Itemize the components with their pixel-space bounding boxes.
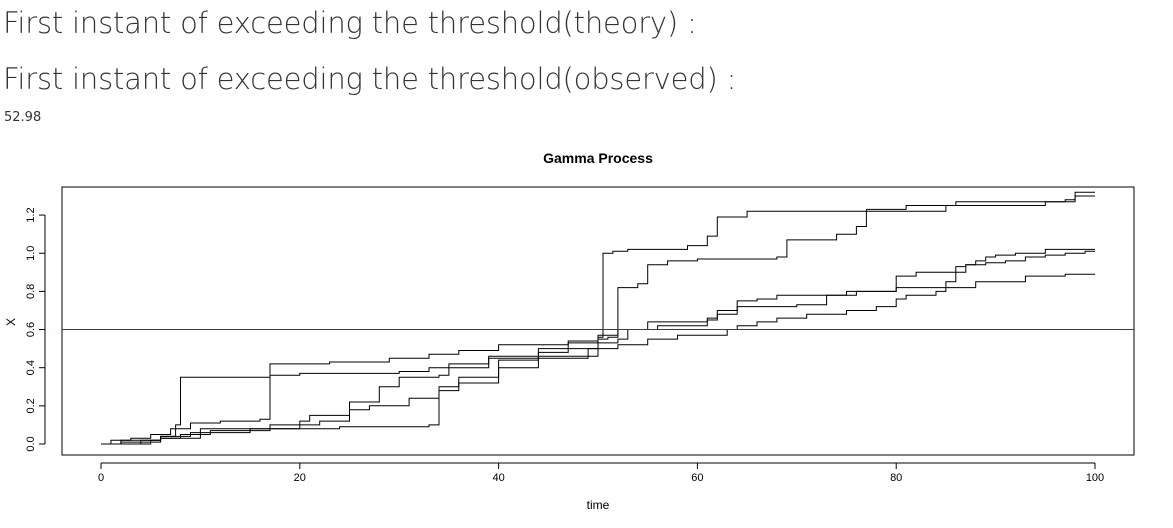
series-layer [101, 191, 1095, 445]
y-tick-label: 0.8 [25, 284, 37, 299]
x-tick-label: 80 [890, 472, 902, 484]
y-tick-label: 1.2 [25, 207, 37, 222]
y-tick-label: 0.4 [25, 360, 37, 375]
plot-frame [61, 186, 1135, 456]
y-axis: 0.0 0.2 0.4 0.6 0.8 1.0 1.2 [25, 207, 46, 452]
x-tick-label: 60 [691, 472, 703, 484]
x-tick-label: 0 [98, 472, 104, 484]
y-tick-label: 0.2 [25, 398, 37, 413]
y-tick-label: 0.6 [25, 322, 37, 337]
x-tick-label: 40 [492, 472, 504, 484]
series-line-3 [101, 273, 1095, 445]
x-tick-label: 20 [294, 472, 306, 484]
chart-title: Gamma Process [543, 150, 653, 166]
series-line-4 [101, 250, 1095, 445]
series-line-5 [101, 248, 1095, 445]
y-tick-label: 1.0 [25, 246, 37, 261]
observed-threshold-value: 52.98 [4, 110, 42, 125]
x-axis-label: time [587, 498, 610, 512]
y-axis-label: X [4, 318, 18, 326]
x-tick-label: 100 [1086, 472, 1104, 484]
theory-threshold-label: First instant of exceeding the threshold… [3, 6, 697, 40]
x-axis: 0 20 40 60 80 100 [98, 462, 1104, 484]
y-tick-label: 0.0 [25, 436, 37, 451]
observed-threshold-label: First instant of exceeding the threshold… [3, 62, 737, 96]
series-line-1 [101, 191, 1095, 445]
series-line-2 [101, 195, 1095, 445]
